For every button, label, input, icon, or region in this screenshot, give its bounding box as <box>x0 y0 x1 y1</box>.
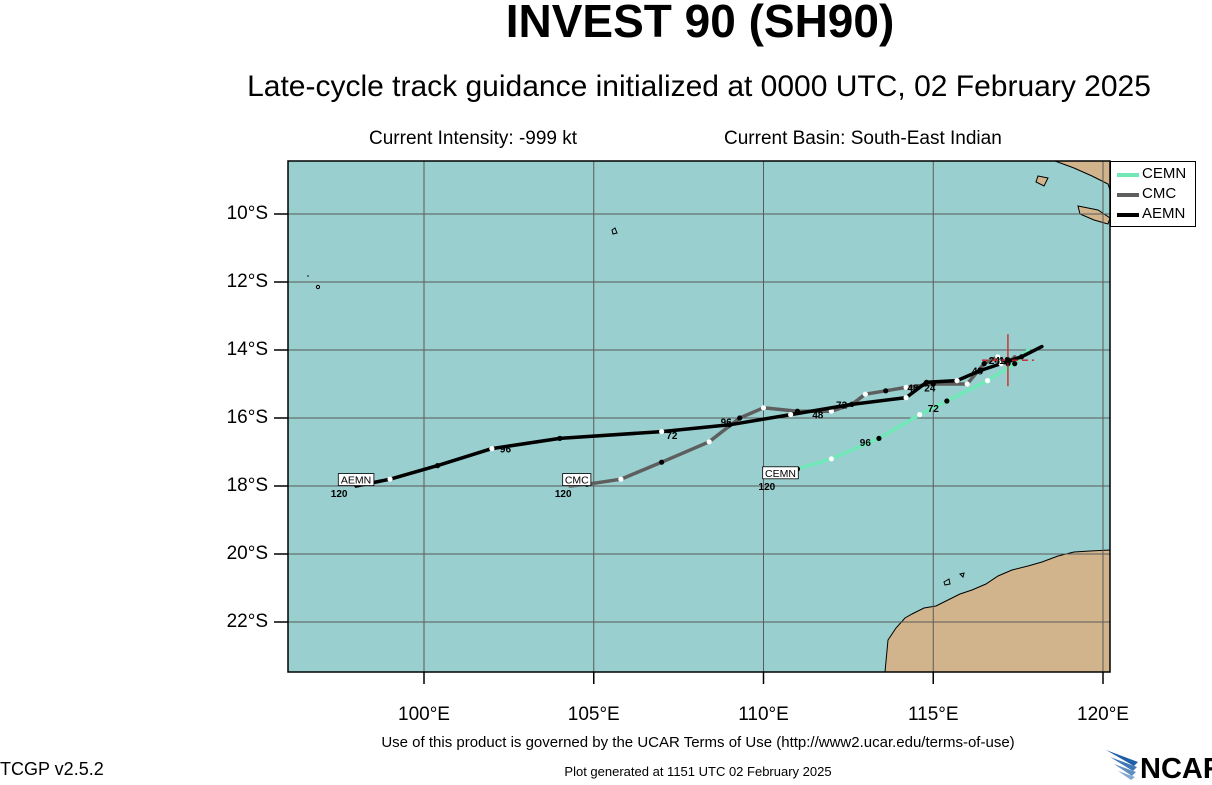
svg-text:NCAR: NCAR <box>1140 753 1212 780</box>
forecast-hour-label: 24 <box>924 383 936 394</box>
track-point <box>618 476 624 482</box>
australia-land <box>884 549 1110 672</box>
forecast-hour-label: 96 <box>721 417 733 428</box>
svg-text:AEMN: AEMN <box>341 475 371 487</box>
map-subtitle: Late-cycle track guidance initialized at… <box>247 70 1151 103</box>
svg-text:CEMN: CEMN <box>765 468 796 480</box>
current-basin: Current Basin: South-East Indian <box>724 128 1002 149</box>
track-point <box>788 412 794 418</box>
ocean-area <box>288 161 1110 672</box>
track-point <box>726 422 733 428</box>
legend-swatch <box>1117 193 1139 197</box>
track-point <box>923 379 930 385</box>
map-title: INVEST 90 (SH90) <box>505 0 895 47</box>
track-end-label: CEMN <box>762 466 799 480</box>
latitude-label: 22°S <box>226 611 268 632</box>
track-lines <box>354 344 1044 488</box>
forecast-hour-label: 96 <box>860 438 872 449</box>
track-point <box>876 435 882 441</box>
track-point <box>883 388 889 394</box>
axis-ticks <box>274 213 1104 684</box>
longitude-label: 120°E <box>1077 704 1129 725</box>
generated-timestamp: Plot generated at 1151 UTC 02 February 2… <box>564 764 832 779</box>
terms-of-use: Use of this product is governed by the U… <box>381 734 1015 751</box>
track-point <box>489 446 495 452</box>
track-point <box>984 378 991 384</box>
forecast-hour-label: 120 <box>331 489 348 500</box>
track-point <box>849 401 855 407</box>
track-point <box>659 429 665 435</box>
legend-label: CMC <box>1142 185 1177 202</box>
track-point <box>387 476 393 482</box>
track-point <box>954 378 960 384</box>
track-point <box>828 408 835 414</box>
longitude-label: 105°E <box>567 704 620 725</box>
island-land <box>1054 161 1110 191</box>
track-end-label: AEMN <box>337 473 375 487</box>
latitude-label: 12°S <box>226 271 268 292</box>
track-point <box>995 354 1001 360</box>
latitude-label: 16°S <box>226 407 268 428</box>
track-point <box>659 459 665 465</box>
track-point <box>760 405 767 411</box>
forecast-hour-label: 120 <box>555 489 572 500</box>
legend: CEMN CMC AEMN <box>1110 161 1196 227</box>
storm-position-marker <box>981 334 1034 387</box>
latitude-label: 18°S <box>226 475 268 496</box>
track-point <box>903 395 909 401</box>
svg-text:CMC: CMC <box>565 475 589 487</box>
map-border <box>287 160 1111 673</box>
track-point <box>434 463 441 469</box>
forecast-hour-label: 48 <box>907 383 919 394</box>
longitude-label: 115°E <box>907 704 959 725</box>
track-point <box>557 435 563 441</box>
forecast-hour-label: 72 <box>836 400 848 411</box>
track-point <box>917 412 923 418</box>
ncar-logo: NCAR <box>1104 748 1212 785</box>
forecast-hour-label: 24 <box>989 356 1001 367</box>
track-point <box>903 384 909 390</box>
track-point <box>998 361 1004 367</box>
legend-label: CEMN <box>1142 165 1187 182</box>
forecast-hour-label: 48 <box>972 366 984 377</box>
latitude-label: 20°S <box>226 543 268 564</box>
track-point <box>737 415 743 421</box>
track-end-label: CMC <box>562 473 592 487</box>
forecast-hour-label: 120 <box>759 482 776 493</box>
track-point <box>964 381 970 387</box>
current-intensity: Current Intensity: -999 kt <box>369 128 578 149</box>
forecast-hour-label: 72 <box>928 404 940 415</box>
track-point <box>1018 354 1025 360</box>
forecast-hour-label: 96 <box>500 445 512 456</box>
forecast-hour-label: 72 <box>666 431 678 442</box>
track-point <box>828 456 835 462</box>
version-label: TCGP v2.5.2 <box>0 759 104 779</box>
storm-center-dot <box>1004 357 1011 364</box>
longitude-label: 100°E <box>398 704 450 725</box>
grid-lines <box>288 161 1110 672</box>
latitude-label: 14°S <box>226 339 268 360</box>
forecast-hour-label: 12 <box>999 356 1011 367</box>
track-point <box>706 439 712 445</box>
track-point <box>944 398 950 404</box>
ncar-logo-icon: NCAR <box>1106 750 1212 785</box>
track-point <box>1012 361 1018 367</box>
forecast-hour-label: 48 <box>812 411 824 422</box>
track-point <box>862 391 868 397</box>
islets <box>307 227 965 586</box>
longitude-label: 110°E <box>738 704 789 725</box>
legend-swatch <box>1117 213 1139 217</box>
legend-swatch <box>1117 173 1139 177</box>
track-point <box>978 367 984 373</box>
latitude-label: 10°S <box>226 203 268 224</box>
legend-label: AEMN <box>1142 205 1186 222</box>
track-point <box>981 361 987 367</box>
island-land <box>1035 175 1049 187</box>
track-aemn <box>354 344 1044 488</box>
